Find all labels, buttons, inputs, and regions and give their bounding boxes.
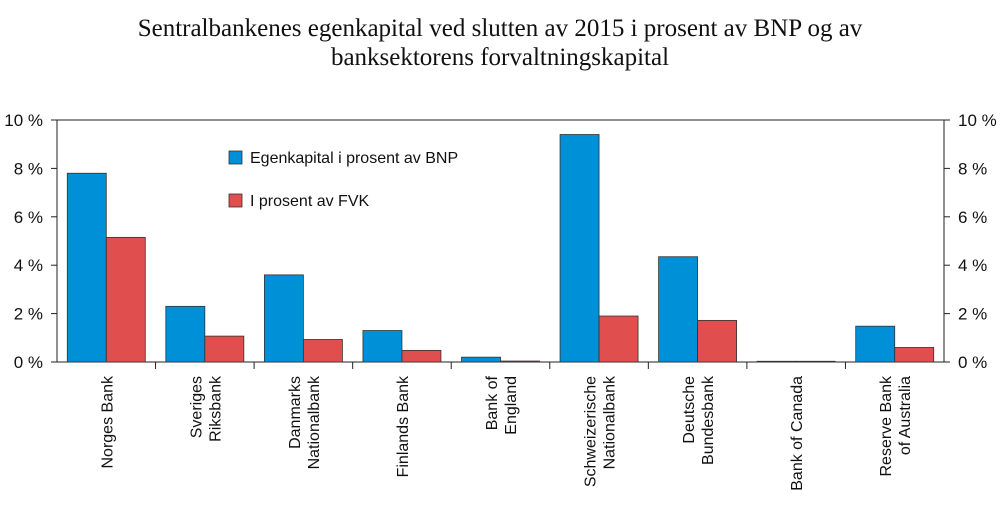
bar-egenkapital-bnp (66, 172, 107, 363)
legend-swatch (228, 193, 243, 208)
y-tick-label-left: 8 % (14, 159, 43, 178)
bar-prosent-fvk (105, 236, 146, 363)
legend-label: I prosent av FVK (250, 193, 369, 210)
chart-title-line-2: banksektorens forvaltningskapital (330, 44, 670, 71)
bar-prosent-fvk (894, 347, 935, 363)
x-category-label-line: Bundesbank (700, 375, 717, 465)
x-category-label-line: Reserve Bank (878, 375, 895, 476)
bar-egenkapital-bnp (165, 305, 206, 363)
bar-egenkapital-bnp (855, 325, 896, 363)
bar-prosent-fvk (204, 335, 245, 363)
bar-prosent-fvk (795, 360, 836, 363)
y-tick-label-left: 6 % (14, 208, 43, 227)
bar-egenkapital-bnp (559, 134, 600, 363)
bar-egenkapital-bnp (263, 274, 304, 363)
bar-egenkapital-bnp (658, 256, 699, 363)
x-category-label-line: Nationalbank (306, 375, 323, 469)
y-tick-label-left: 0 % (14, 353, 43, 372)
x-category-label: Bank of England (484, 375, 520, 434)
x-category-label-line: Bank of (484, 375, 501, 430)
x-category-label-line: of Australia (897, 376, 914, 455)
y-tick-label-left: 4 % (14, 256, 43, 275)
bar-prosent-fvk (598, 315, 639, 363)
bar-prosent-fvk (500, 360, 540, 363)
x-category-label: Deutsche Bundesbank (681, 375, 717, 465)
legend-swatch (228, 150, 243, 165)
y-tick-label-left: 10 % (4, 111, 43, 130)
chart-title-line-1: Sentralbankenes egenkapital ved slutten … (137, 15, 863, 42)
x-category-label-line: Schweizerische (583, 376, 600, 487)
x-category-label-line: Danmarks (287, 376, 304, 449)
y-tick-label-right: 6 % (958, 208, 987, 227)
x-category-label-line: Riksbank (207, 375, 224, 442)
bar-prosent-fvk (401, 349, 442, 363)
x-category-label: Sveriges Riksbank (188, 375, 224, 442)
x-category-label-line: Nationalbank (602, 375, 619, 469)
x-category-label-line: Finlands Bank (395, 375, 412, 477)
bar-egenkapital-bnp (362, 330, 403, 363)
x-category-label-line: Deutsche (681, 376, 698, 444)
y-tick-label-right: 0 % (958, 353, 987, 372)
bar-egenkapital-bnp (461, 356, 501, 363)
x-category-label: Danmarks Nationalbank (287, 375, 323, 469)
x-category-label-line: England (503, 376, 520, 435)
y-tick-label-right: 2 % (958, 305, 987, 324)
bar-prosent-fvk (697, 319, 738, 363)
y-tick-label-right: 10 % (958, 111, 997, 130)
y-tick-label-right: 8 % (958, 159, 987, 178)
y-tick-label-right: 4 % (958, 256, 987, 275)
x-category-label: Schweizerische Nationalbank (583, 375, 619, 487)
x-category-label-line: Sveriges (188, 376, 205, 438)
plot-area: 0 % 0 % 2 % 2 % 4 % 4 % 6 % 6 % 8 % 8 % 10 % 10 % No… (4, 111, 997, 491)
legend-label: Egenkapital i prosent av BNP (250, 150, 458, 167)
chart-title: Sentralbankenes egenkapital ved slutten … (0, 14, 1000, 72)
x-category-label: Finlands Bank (395, 375, 412, 477)
x-category-label: Reserve Bank of Australia (878, 375, 914, 476)
x-category-label: Bank of Canada (789, 376, 806, 491)
x-category-label-line: Bank of Canada (789, 376, 806, 491)
x-category-label: Norges Bank (99, 375, 116, 468)
y-tick-label-left: 2 % (14, 305, 43, 324)
bar-egenkapital-bnp (756, 360, 797, 363)
bar-prosent-fvk (302, 339, 343, 363)
x-category-label-line: Norges Bank (99, 375, 116, 468)
